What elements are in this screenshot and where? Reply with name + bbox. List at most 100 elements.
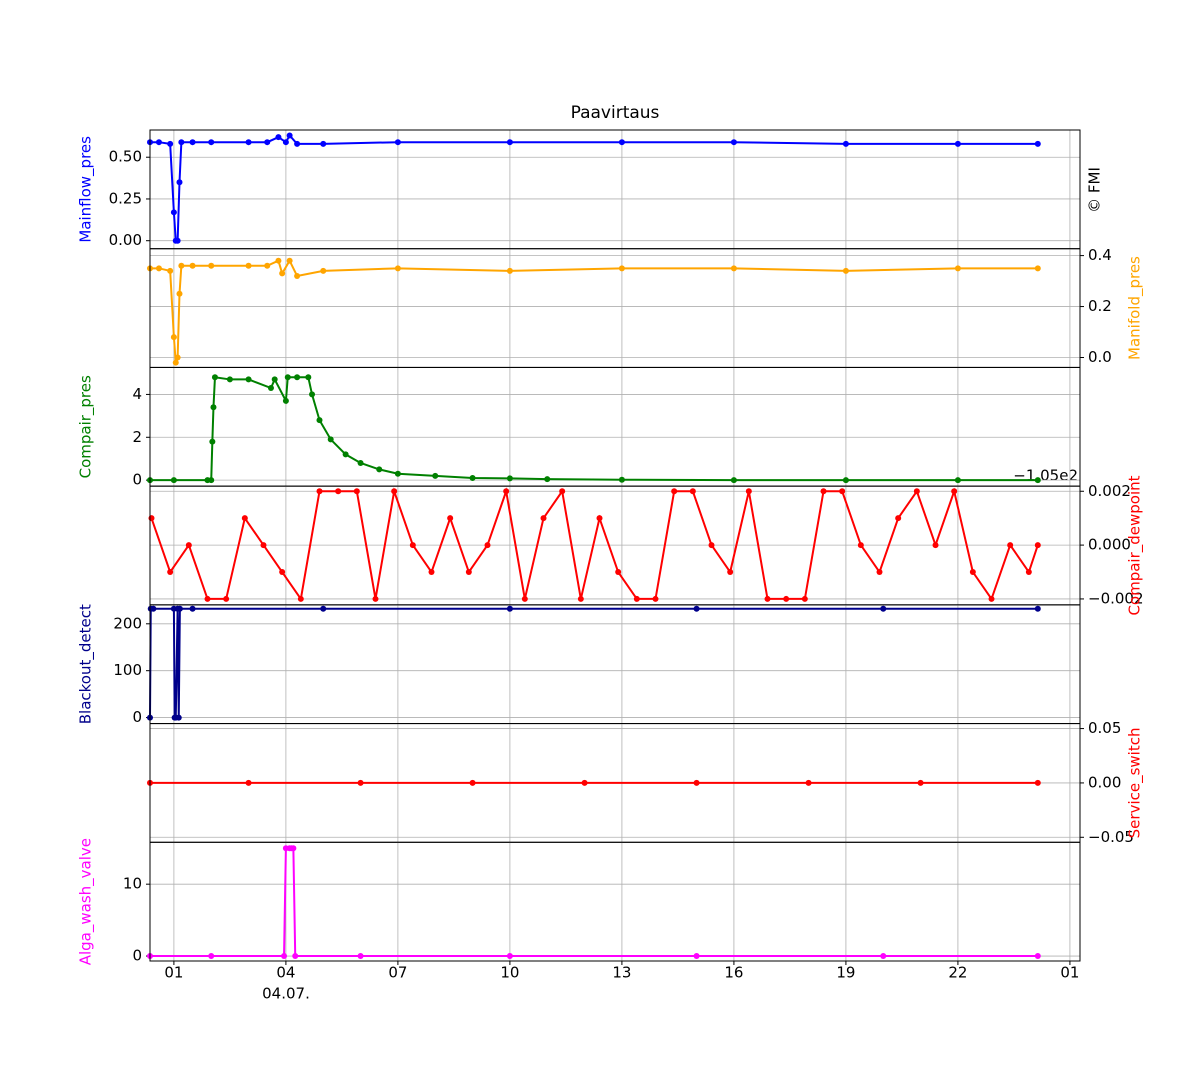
y-axis-label: Service_switch xyxy=(1126,728,1145,839)
point xyxy=(544,476,551,483)
point xyxy=(559,488,566,495)
point xyxy=(223,595,230,602)
point xyxy=(178,262,185,269)
y-axis-label: Mainflow_pres xyxy=(77,136,96,243)
point xyxy=(693,779,700,786)
point xyxy=(618,265,625,272)
point xyxy=(245,139,252,146)
point xyxy=(432,472,439,479)
point xyxy=(172,359,179,366)
point xyxy=(506,139,513,146)
point xyxy=(913,488,920,495)
point xyxy=(275,257,282,264)
point xyxy=(292,953,299,960)
point xyxy=(176,290,183,297)
y-tick-label: 0.000 xyxy=(1088,536,1131,554)
point xyxy=(394,265,401,272)
point xyxy=(245,262,252,269)
y-tick-label: 0.002 xyxy=(1088,482,1131,500)
point xyxy=(839,488,846,495)
point xyxy=(175,714,182,721)
point xyxy=(633,595,640,602)
point xyxy=(428,569,435,576)
y-axis-label: Manifold_pres xyxy=(1126,256,1145,360)
point xyxy=(394,470,401,477)
y-tick-label: 4 xyxy=(132,385,142,403)
point xyxy=(204,595,211,602)
x-tick-label: 01 xyxy=(1060,964,1079,982)
point xyxy=(618,139,625,146)
point xyxy=(954,140,961,147)
point xyxy=(294,272,301,279)
point xyxy=(286,257,293,264)
point xyxy=(209,438,216,445)
point xyxy=(615,569,622,576)
point xyxy=(155,139,162,146)
y-tick-label: 100 xyxy=(113,661,142,679)
offset-label: −1.05e2 xyxy=(1013,467,1078,485)
point xyxy=(174,237,181,244)
chart-title: Paavirtaus xyxy=(571,103,660,123)
point xyxy=(540,515,547,522)
x-tick-label: 07 xyxy=(388,964,407,982)
point xyxy=(951,488,958,495)
x-offset-label: 04.07. xyxy=(262,985,310,1003)
point xyxy=(1034,140,1041,147)
point xyxy=(693,605,700,612)
point xyxy=(1034,779,1041,786)
point xyxy=(842,267,849,274)
point xyxy=(596,515,603,522)
point xyxy=(309,391,316,398)
point xyxy=(290,845,297,852)
point xyxy=(842,477,849,484)
point xyxy=(447,515,454,522)
point xyxy=(689,488,696,495)
point xyxy=(279,569,286,576)
point xyxy=(170,477,177,484)
point xyxy=(320,140,327,147)
y-axis-label: Blackout_detect xyxy=(77,604,96,724)
point xyxy=(880,953,887,960)
series-line xyxy=(150,376,1038,482)
point xyxy=(176,179,183,186)
point xyxy=(506,953,513,960)
series-line xyxy=(150,847,1038,958)
point xyxy=(376,466,383,473)
point xyxy=(316,417,323,424)
y-tick-label: 0.05 xyxy=(1088,719,1121,737)
point xyxy=(327,436,334,443)
panel-frame xyxy=(149,366,1081,487)
point xyxy=(876,569,883,576)
point xyxy=(764,595,771,602)
point xyxy=(1007,542,1014,549)
y-tick-label: 0 xyxy=(132,471,142,489)
point xyxy=(170,334,177,341)
point xyxy=(208,262,215,269)
point xyxy=(264,139,271,146)
point xyxy=(577,595,584,602)
point xyxy=(357,779,364,786)
y-tick-label: 0 xyxy=(132,947,142,965)
y-tick-label: −0.002 xyxy=(1088,589,1144,607)
point xyxy=(727,569,734,576)
point xyxy=(484,542,491,549)
point xyxy=(208,953,215,960)
point xyxy=(275,134,282,141)
point xyxy=(805,779,812,786)
y-tick-label: 10 xyxy=(123,875,142,893)
point xyxy=(917,779,924,786)
point xyxy=(208,477,215,484)
point xyxy=(394,139,401,146)
point xyxy=(281,953,288,960)
point xyxy=(226,376,233,383)
point xyxy=(189,262,196,269)
point xyxy=(148,515,155,522)
series-line xyxy=(149,607,1038,719)
point xyxy=(264,262,271,269)
point xyxy=(271,376,278,383)
point xyxy=(245,779,252,786)
x-tick-label: 16 xyxy=(724,964,743,982)
point xyxy=(357,953,364,960)
point xyxy=(842,140,849,147)
series-line xyxy=(150,133,1038,242)
